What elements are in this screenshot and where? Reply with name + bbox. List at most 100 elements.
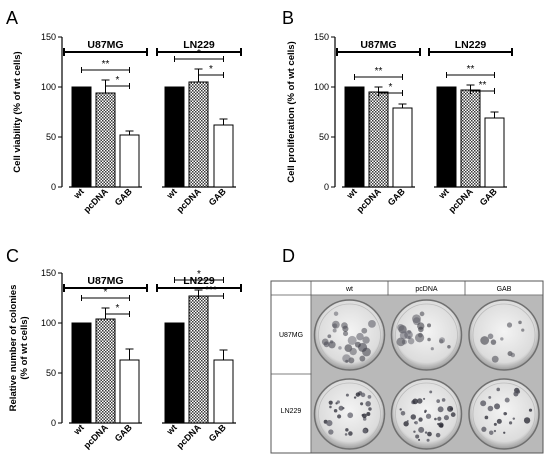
- y-axis-label: Cell proliferation (% of wt cells): [286, 41, 297, 182]
- bar-u87mg-wt: [71, 322, 92, 424]
- colony: [353, 396, 357, 399]
- colony: [512, 417, 516, 420]
- bar-ln229-wt: [164, 322, 185, 424]
- dish-plate: [390, 299, 463, 371]
- colony: [344, 433, 348, 436]
- colony: [362, 417, 367, 421]
- group-label-ln229: LN229: [183, 275, 215, 287]
- colony: [321, 338, 329, 346]
- dish-rim: [395, 382, 458, 446]
- colony: [516, 389, 521, 394]
- chart-panel-b: 0 50 100 150 Cell proliferation (% of wt cel…: [286, 32, 513, 215]
- significance-label: **: [375, 66, 383, 77]
- colony: [332, 328, 337, 333]
- colony: [430, 347, 434, 351]
- colony: [434, 417, 437, 421]
- dish-plate: [468, 299, 540, 371]
- colony: [436, 399, 441, 403]
- colony: [423, 397, 426, 400]
- colony: [328, 400, 333, 405]
- colony: [345, 428, 349, 432]
- bar-u87mg-gab: [392, 107, 413, 188]
- x-tick-label: wt: [344, 186, 359, 201]
- colony: [437, 416, 442, 421]
- colony: [414, 333, 425, 343]
- colony: [328, 341, 336, 349]
- colony: [438, 422, 444, 428]
- x-tick-label: pcDNA: [447, 186, 476, 215]
- colony: [367, 395, 372, 399]
- dish-rim: [472, 303, 536, 367]
- colony: [503, 431, 506, 434]
- petri-dish-ln229-pcdna: [390, 378, 463, 450]
- colony: [424, 431, 428, 434]
- petri-dish-u87mg-gab: [468, 299, 540, 371]
- colony: [427, 431, 432, 437]
- colony: [329, 405, 332, 409]
- x-tick-label: pcDNA: [175, 186, 204, 215]
- colony: [481, 426, 487, 432]
- y-tick-label: 150: [41, 268, 56, 278]
- y-tick-label: 0: [324, 182, 329, 192]
- dish-rim: [318, 303, 381, 367]
- bar-u87mg-gab: [119, 359, 140, 424]
- colony: [510, 352, 516, 358]
- colony: [443, 415, 449, 421]
- colony: [487, 405, 494, 412]
- colony: [407, 337, 415, 345]
- colony: [419, 311, 425, 317]
- x-tick-label: GAB: [478, 186, 500, 208]
- x-tick-label: wt: [436, 186, 451, 201]
- colony: [427, 337, 431, 342]
- colony: [412, 398, 418, 405]
- colony: [487, 333, 494, 340]
- colony: [327, 334, 332, 339]
- colony: [403, 421, 409, 427]
- petri-dishes: [313, 299, 540, 450]
- colony: [429, 390, 433, 394]
- colony: [362, 347, 371, 357]
- colony: [426, 438, 430, 442]
- group-label-u87mg: U87MG: [87, 39, 123, 51]
- colony: [345, 359, 349, 363]
- group-label-ln229: LN229: [183, 39, 215, 51]
- photo-column-label-gab: GAB: [497, 286, 512, 293]
- colony: [333, 311, 339, 316]
- colony: [347, 412, 354, 419]
- chart-panel-a: 0 50 100 150 Cell viability (% of wt cells) U…: [12, 32, 242, 215]
- bar-ln229-gab: [213, 359, 234, 424]
- bar-ln229-pcdna: [460, 89, 481, 188]
- y-tick-label: 0: [51, 182, 56, 192]
- chart-panel-c: 0 50 100 150 Relative number of colonies(% o…: [8, 268, 242, 451]
- bar-u87mg-wt: [71, 86, 92, 188]
- colony: [447, 345, 451, 349]
- colony: [493, 429, 497, 433]
- petri-dish-u87mg-pcdna: [390, 299, 463, 371]
- colony: [425, 413, 432, 419]
- panel-label-b: B: [282, 8, 294, 28]
- colony: [333, 408, 338, 413]
- y-tick-label: 100: [41, 82, 56, 92]
- colony: [356, 332, 364, 341]
- colony: [399, 408, 402, 411]
- colony: [500, 337, 504, 341]
- x-tick-label: GAB: [207, 186, 229, 208]
- panel-label-a: A: [6, 8, 18, 28]
- colony: [400, 410, 406, 416]
- bar-ln229-pcdna: [188, 81, 209, 188]
- bar-u87mg-pcdna: [95, 92, 116, 188]
- bar-ln229-wt: [164, 86, 185, 188]
- colony: [426, 323, 432, 328]
- colony: [491, 355, 499, 363]
- bar-u87mg-wt: [344, 86, 365, 188]
- colony: [488, 396, 492, 399]
- colony: [338, 405, 344, 411]
- colony: [435, 432, 441, 438]
- x-tick-label: wt: [164, 422, 179, 437]
- bar-ln229-gab: [484, 117, 505, 188]
- significance-label: **: [102, 59, 110, 70]
- x-tick-label: GAB: [113, 186, 135, 208]
- panel-label-d: D: [282, 246, 295, 266]
- significance-label: *: [197, 48, 201, 59]
- y-axis-label: Relative number of colonies(% of wt cell…: [8, 285, 30, 412]
